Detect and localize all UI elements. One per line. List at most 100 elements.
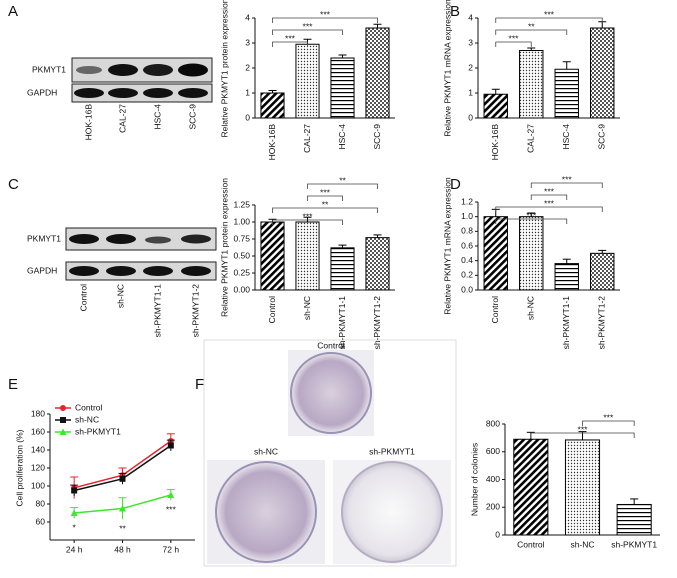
y-tick-label: 4 — [245, 12, 250, 22]
bar — [260, 92, 285, 119]
point — [167, 442, 174, 449]
y-tick-label: 80 — [36, 498, 46, 508]
significance-bracket — [272, 17, 378, 23]
y-tick-label: 1 — [245, 87, 250, 97]
x-tick-label: 48 h — [114, 544, 131, 554]
x-tick-label: 24 h — [66, 544, 83, 554]
significance-bracket — [307, 183, 378, 189]
legend-marker — [59, 428, 67, 435]
x-tick-label: sh-NC — [526, 296, 536, 320]
y-tick-label: 0.0 — [461, 284, 473, 294]
y-tick-label: 60 — [36, 516, 46, 526]
x-tick-label: sh-PKMYT1-2 — [597, 296, 607, 350]
x-tick-label: Control — [517, 539, 545, 549]
y-tick-label: 3 — [245, 37, 250, 47]
significance-label: *** — [603, 412, 614, 422]
significance-bracket — [495, 17, 603, 23]
legend-label: Control — [75, 402, 103, 412]
dish — [290, 352, 372, 434]
photo-label: sh-NC — [254, 446, 278, 456]
significance-bracket — [272, 207, 378, 213]
y-tick-label: 2 — [468, 62, 473, 72]
significance-label: *** — [544, 198, 555, 208]
bar — [519, 50, 544, 119]
bar — [554, 263, 579, 291]
significance-bracket — [495, 29, 568, 35]
bar — [295, 221, 320, 291]
point — [119, 505, 126, 512]
bar — [554, 68, 579, 119]
photo-frame — [203, 339, 457, 567]
significance-label: *** — [303, 211, 314, 221]
legend-label: sh-PKMYT1 — [75, 426, 121, 436]
blot — [65, 227, 217, 281]
x-tick-label: sh-PKMYT1 — [611, 539, 657, 549]
bar — [295, 43, 320, 119]
significance-label: ** — [339, 175, 346, 185]
y-tick-label: 1.00 — [233, 216, 250, 226]
y-tick-label: 120 — [31, 462, 45, 472]
x-tick-label: HOK-16B — [267, 124, 277, 161]
legend-label: sh-NC — [75, 414, 99, 424]
y-tick-label: 0.75 — [233, 233, 250, 243]
y-tick-label: 1.0 — [461, 211, 473, 221]
blot-row-label: GAPDH — [27, 87, 57, 97]
y-tick-label: 0.50 — [233, 250, 250, 260]
significance-bracket — [530, 194, 568, 200]
significance-label: *** — [320, 187, 331, 197]
y-tick-label: 140 — [31, 444, 45, 454]
significance-label: ** — [528, 21, 535, 31]
blot-lane-label: SCC-9 — [187, 104, 197, 130]
y-tick-label: 4 — [468, 12, 473, 22]
significance-label: *** — [578, 424, 589, 434]
y-tick-label: 3 — [468, 37, 473, 47]
bar — [365, 237, 390, 291]
x-tick-label: 72 h — [163, 544, 180, 554]
blot-lane-label: HSC-4 — [152, 104, 162, 130]
y-tick-label: 0.8 — [461, 226, 473, 236]
x-tick-label: sh-NC — [302, 296, 312, 320]
point — [167, 491, 175, 498]
legend-marker — [60, 405, 66, 411]
significance-bracket — [582, 420, 635, 426]
significance-bracket — [495, 41, 532, 47]
x-tick-label: Control — [490, 296, 500, 324]
dish — [215, 461, 317, 563]
bar — [519, 216, 544, 291]
significance-label: *** — [509, 33, 520, 43]
blot-row-label: GAPDH — [27, 265, 57, 275]
photo-label: Control — [317, 340, 345, 350]
x-tick-label: sh-PKMYT1-1 — [337, 296, 347, 350]
y-tick-label: 2 — [245, 62, 250, 72]
x-tick-label: sh-PKMYT1-1 — [561, 296, 571, 350]
blot-lane-label: sh-PKMYT1-2 — [190, 284, 200, 338]
bar — [330, 247, 355, 291]
y-tick-label: 600 — [486, 446, 500, 456]
blot-lane-label: sh-PKMYT1-1 — [152, 284, 162, 338]
blot-lane-label: Control — [78, 284, 88, 312]
y-tick-label: 160 — [31, 426, 45, 436]
y-tick-label: 0 — [495, 529, 500, 539]
bar — [616, 503, 652, 536]
x-tick-label: sh-NC — [570, 539, 594, 549]
point — [71, 487, 78, 494]
x-tick-label: sh-PKMYT1-2 — [372, 296, 382, 350]
y-tick-label: 180 — [31, 408, 45, 418]
y-tick-label: 0.00 — [233, 284, 250, 294]
blot-lane-label: sh-NC — [115, 284, 125, 308]
blot-row-label: PKMYT1 — [32, 64, 66, 74]
significance-label: ** — [119, 524, 126, 534]
significance-label: *** — [166, 505, 177, 515]
y-tick-label: 1.2 — [461, 196, 473, 206]
significance-label: ** — [322, 199, 329, 209]
y-axis-label: Cell proliferation (%) — [14, 429, 24, 506]
y-tick-label: 1 — [468, 87, 473, 97]
bar — [513, 438, 549, 536]
y-axis-label: Relative PKMYT1 mRNA expression — [442, 177, 452, 315]
significance-label: *** — [562, 174, 573, 184]
significance-bracket — [272, 29, 343, 35]
bar — [590, 27, 615, 119]
significance-bracket — [272, 219, 343, 225]
point — [119, 475, 126, 482]
bar — [483, 93, 508, 119]
